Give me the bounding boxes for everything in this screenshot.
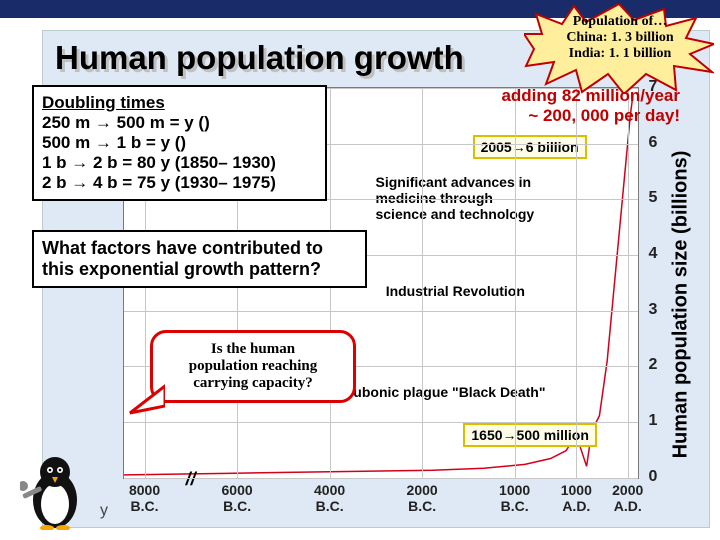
annotation-science: Significant advances in medicine through…: [375, 174, 545, 222]
doubling-line: 250 m → 500 m = y (): [42, 113, 317, 133]
page-title: Human population growth: [55, 39, 464, 77]
starburst-india: India: 1. 1 billion: [540, 46, 700, 62]
doubling-header: Doubling times: [42, 93, 317, 113]
y-tick: 0: [644, 468, 662, 486]
growth-rate-day: ~ 200, 000 per day!: [450, 106, 680, 126]
doubling-line: 1 b → 2 b = 80 y (1850– 1930): [42, 153, 317, 173]
y-axis-label: Human population size (billions): [667, 141, 695, 467]
callout-2005-value: 6 billion: [526, 139, 579, 155]
doubling-times-box: Doubling times 250 m → 500 m = y ()500 m…: [32, 85, 327, 201]
y-tick: 5: [644, 189, 662, 207]
callout-2005-year: 2005: [481, 139, 512, 155]
y-tick: 2: [644, 356, 662, 374]
slide: // Significant advances in medicine thro…: [0, 0, 720, 540]
starburst-title: Population of…: [540, 14, 700, 30]
x-tick: 8000B.C.: [115, 482, 175, 514]
x-tick: 2000A.D.: [598, 482, 658, 514]
y-tick: 4: [644, 245, 662, 263]
y-tick: 1: [644, 412, 662, 430]
callout-1650-year: 1650: [471, 427, 502, 443]
x-tick: 1000B.C.: [485, 482, 545, 514]
footer-y: y: [100, 502, 108, 520]
callout-1650-value: 500 million: [517, 427, 589, 443]
y-tick: 3: [644, 301, 662, 319]
x-tick: 2000B.C.: [392, 482, 452, 514]
penguin-icon: [20, 450, 90, 530]
doubling-line: 2 b → 4 b = 75 y (1930– 1975): [42, 173, 317, 193]
factors-question-box: What factors have contributed to this ex…: [32, 230, 367, 288]
starburst-text: Population of… China: 1. 3 billion India…: [540, 14, 700, 62]
starburst-china: China: 1. 3 billion: [540, 30, 700, 46]
growth-rate-year: adding 82 million/year: [450, 86, 680, 106]
bubble-tail: [125, 378, 165, 418]
callout-2005: 2005→6 billion: [473, 135, 587, 159]
annotation-industrial: Industrial Revolution: [386, 283, 525, 299]
doubling-line: 500 m → 1 b = y (): [42, 133, 317, 153]
axis-break: //: [186, 469, 196, 490]
x-tick: 4000B.C.: [300, 482, 360, 514]
bubble-text: Is the humanpopulation reachingcarrying …: [189, 341, 318, 391]
y-tick: 6: [644, 134, 662, 152]
question-bubble: Is the humanpopulation reachingcarrying …: [150, 330, 356, 403]
x-tick: 6000B.C.: [207, 482, 267, 514]
growth-rate-text: adding 82 million/year ~ 200, 000 per da…: [450, 86, 680, 126]
